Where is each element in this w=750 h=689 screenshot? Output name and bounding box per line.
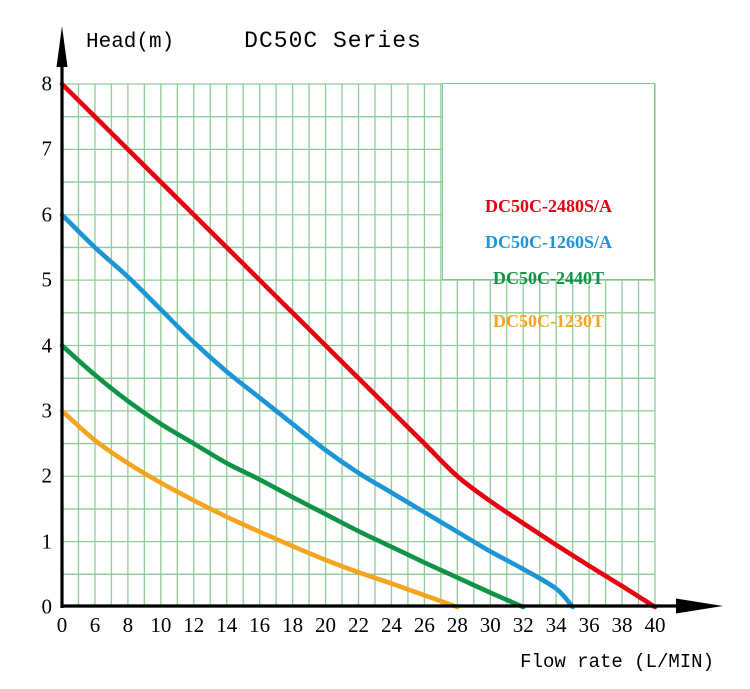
y-tick-label: 2: [41, 463, 53, 488]
y-tick-label: 8: [41, 71, 53, 96]
x-tick-label: 26: [413, 613, 435, 637]
curve-dc50c-2440t: [59, 343, 526, 610]
y-tick-label: 1: [41, 529, 53, 554]
x-tick-label: 18: [282, 613, 304, 637]
y-tick-label: 5: [41, 267, 53, 292]
x-axis-arrow-icon: [676, 598, 723, 614]
legend-item-dc50c-2480sa: DC50C-2480S/A: [484, 196, 612, 216]
curves: [59, 81, 658, 610]
x-tick-label: 8: [122, 613, 134, 637]
curve-dc50c-1260s-a: [59, 212, 575, 610]
legend: DC50C-2480S/A DC50C-1260S/A DC50C-2440T …: [442, 83, 655, 330]
legend-item-dc50c-1230t: DC50C-1230T: [493, 311, 604, 331]
y-tick-label: 6: [41, 202, 53, 227]
x-tick-label: 0: [56, 613, 68, 637]
x-tick-label: 30: [479, 613, 501, 637]
y-tick-label: 0: [41, 594, 53, 619]
x-tick-label: 28: [446, 613, 468, 637]
x-tick-label: 10: [150, 613, 172, 637]
axes: [56, 26, 723, 614]
y-axis-arrow-icon: [56, 26, 68, 67]
x-tick-label: 32: [512, 613, 534, 637]
curve-dc50c-2480s-a: [59, 81, 658, 610]
x-tick-label: 22: [348, 613, 369, 637]
legend-item-dc50c-2440t: DC50C-2440T: [493, 268, 604, 288]
x-tick-label: 6: [89, 613, 101, 637]
curve-dc50c-1230t: [59, 408, 460, 610]
y-tick-label: 7: [41, 136, 53, 161]
x-tick-label: 36: [578, 613, 600, 637]
x-tick-label: 16: [249, 613, 271, 637]
legend-item-dc50c-1260sa: DC50C-1260S/A: [484, 232, 612, 252]
x-tick-label: 20: [315, 613, 337, 637]
x-tick-label: 38: [611, 613, 633, 637]
x-axis-label: Flow rate (L/MIN): [520, 651, 714, 673]
x-tick-label: 40: [644, 613, 666, 637]
x-tick-label: 14: [216, 613, 238, 637]
y-tick-label: 4: [41, 333, 53, 357]
y-tick-label: 3: [41, 398, 53, 423]
x-tick-label: 12: [183, 613, 205, 637]
x-tick-label: 24: [380, 613, 402, 637]
chart-title: DC50C Series: [244, 28, 422, 54]
y-axis-label: Head(m): [86, 31, 175, 54]
x-tick-label: 34: [545, 613, 567, 637]
